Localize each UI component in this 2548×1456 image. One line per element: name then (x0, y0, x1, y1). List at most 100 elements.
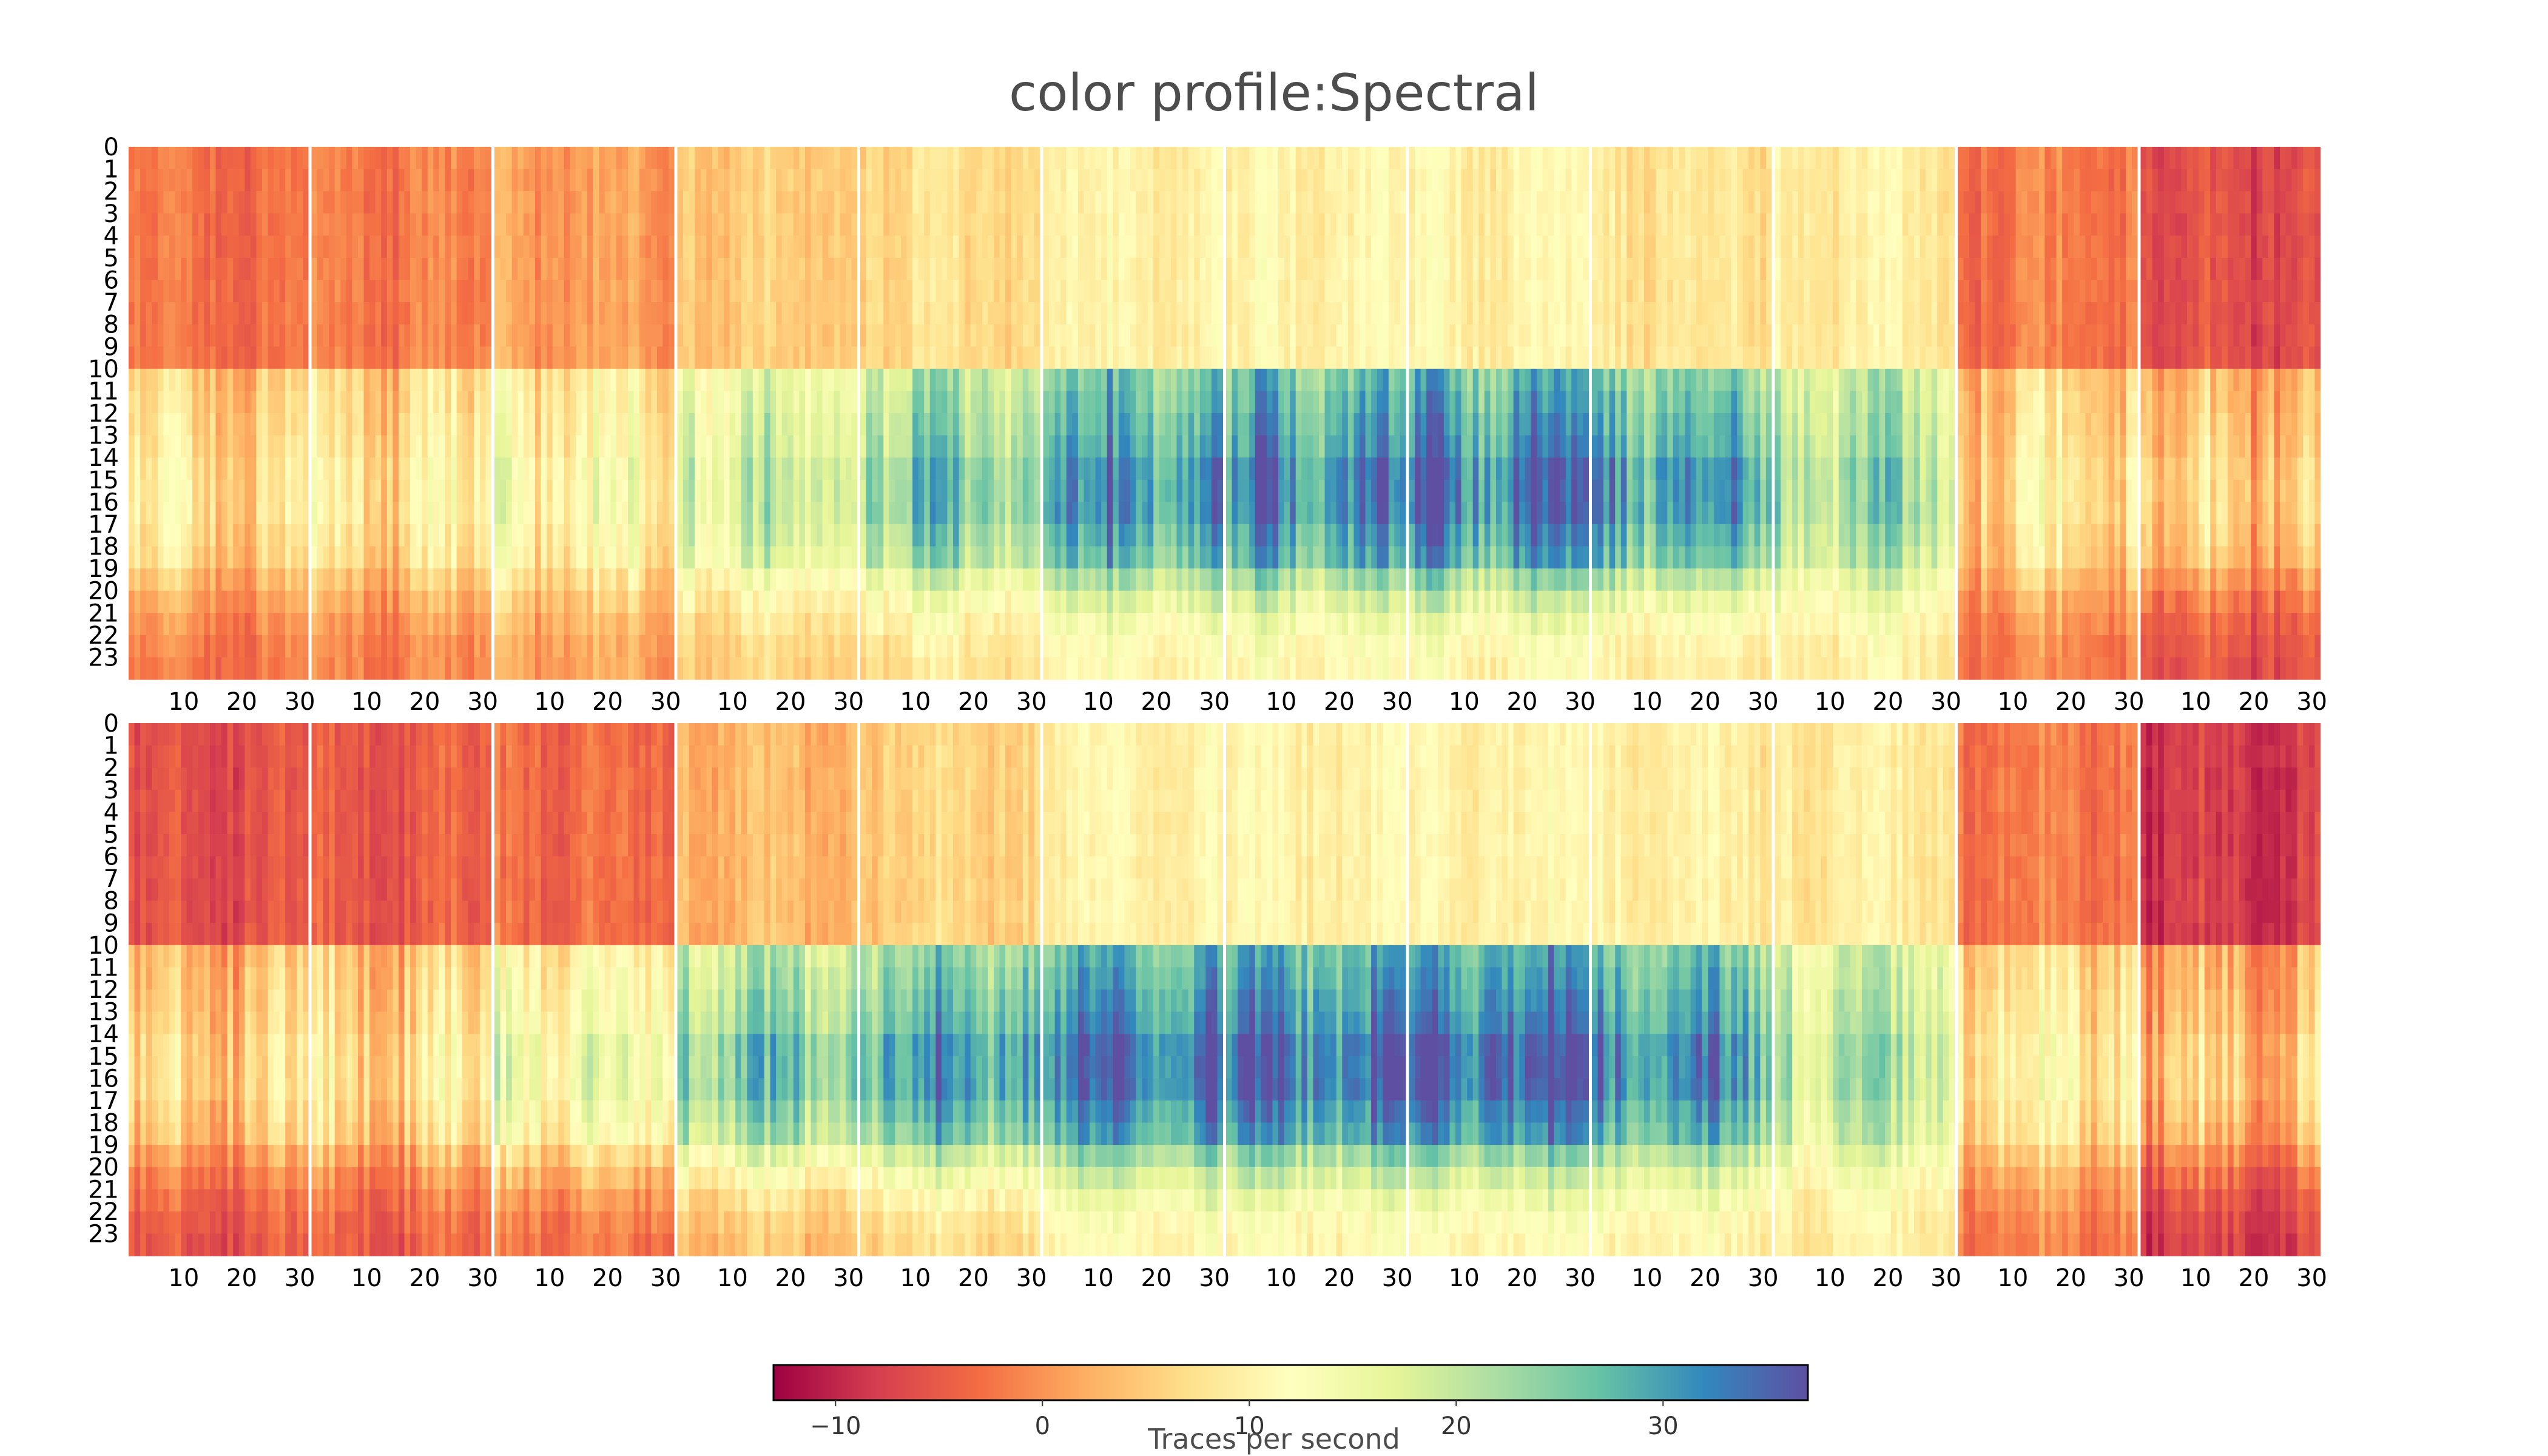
heat-cell (770, 635, 777, 658)
heat-cell (410, 280, 417, 303)
heat-cell (1232, 546, 1238, 569)
heat-cell (268, 435, 274, 458)
heat-cell (1211, 546, 1218, 569)
heat-cell (285, 502, 292, 525)
heat-cell (410, 413, 417, 436)
heat-cell (445, 457, 451, 480)
heat-cell (1118, 657, 1125, 680)
heat-cell (1077, 235, 1085, 258)
heat-cell (163, 191, 170, 214)
heat-cell (323, 568, 329, 592)
heat-cell (146, 590, 152, 613)
heat-cell (851, 302, 858, 325)
heat-cell (398, 613, 405, 636)
heat-cell (712, 590, 719, 613)
heat-cell (1249, 346, 1256, 369)
heat-cell (712, 368, 719, 392)
heat-cell (1113, 257, 1119, 281)
heat-cell (645, 235, 652, 258)
heat-cell (822, 346, 829, 369)
heat-cell (965, 413, 971, 436)
heat-cell (227, 302, 234, 325)
heat-cell (456, 590, 463, 613)
heat-cell (851, 257, 858, 281)
heat-cell (1261, 169, 1267, 192)
heat-cell (1118, 546, 1125, 569)
heat-cell (758, 169, 765, 192)
heat-cell (718, 524, 724, 547)
heat-cell (1005, 657, 1012, 680)
heat-cell (398, 213, 405, 236)
heat-cell (912, 368, 919, 392)
heat-cell (970, 613, 977, 636)
heat-cell (622, 657, 629, 680)
heat-cell (1255, 413, 1261, 436)
heat-cell (770, 280, 777, 303)
heat-cell (1077, 413, 1085, 436)
heat-cell (662, 235, 669, 258)
heat-cell (541, 391, 547, 414)
heat-cell (221, 502, 228, 525)
heat-cell (238, 546, 245, 569)
heat-cell (163, 169, 170, 192)
heat-cell (1188, 590, 1195, 613)
heat-cell (256, 235, 263, 258)
heat-cell (416, 235, 422, 258)
heat-cell (1060, 235, 1067, 258)
heat-cell (1238, 324, 1244, 347)
heat-cell (558, 457, 565, 480)
heat-cell (883, 590, 890, 613)
heat-cell (1278, 324, 1285, 347)
heat-cell (1072, 213, 1079, 236)
heat-cell (970, 147, 977, 170)
heat-cell (633, 391, 640, 414)
heat-cell (1278, 413, 1285, 436)
heat-cell (427, 213, 434, 236)
heat-cell (866, 457, 872, 480)
heat-cell (157, 635, 164, 658)
heat-cell (523, 546, 530, 569)
heat-cell (375, 413, 382, 436)
heat-cell (1043, 368, 1050, 392)
heat-cell (668, 257, 675, 281)
heat-cell (695, 479, 701, 502)
heat-cell (552, 302, 559, 325)
heat-cell (959, 346, 965, 369)
x-tick-label: 30 (467, 688, 498, 716)
heat-cell (1113, 657, 1119, 680)
heat-cell (340, 457, 347, 480)
heat-cell (439, 147, 446, 170)
heat-cell (175, 435, 181, 458)
heat-cell (947, 346, 954, 369)
heat-cell (1238, 368, 1244, 392)
heat-cell (1324, 502, 1331, 525)
heat-cell (929, 147, 936, 170)
heat-cell (1182, 235, 1189, 258)
heat-cell (724, 524, 730, 547)
heat-cell (900, 324, 908, 347)
heat-cell (204, 635, 211, 658)
heat-cell (700, 191, 707, 214)
heat-cell (334, 635, 341, 658)
heat-cell (198, 324, 204, 347)
heat-cell (1011, 502, 1017, 525)
heat-cell (822, 435, 829, 458)
heat-cell (776, 257, 783, 281)
heat-cell (689, 213, 695, 236)
heat-cell (593, 479, 599, 502)
heat-cell (433, 346, 440, 369)
heat-cell (828, 257, 835, 281)
heat-cell (900, 479, 908, 502)
heat-cell (261, 346, 269, 369)
heat-cell (877, 590, 884, 613)
heat-cell (1084, 479, 1090, 502)
heat-cell (1049, 479, 1056, 502)
heat-cell (953, 257, 960, 281)
heat-cell (895, 391, 902, 414)
heat-cell (706, 524, 713, 547)
heat-cell (1324, 235, 1331, 258)
heat-cell (517, 435, 524, 458)
heat-cell (439, 635, 446, 658)
heat-cell (422, 257, 428, 281)
heat-cell (215, 479, 222, 502)
